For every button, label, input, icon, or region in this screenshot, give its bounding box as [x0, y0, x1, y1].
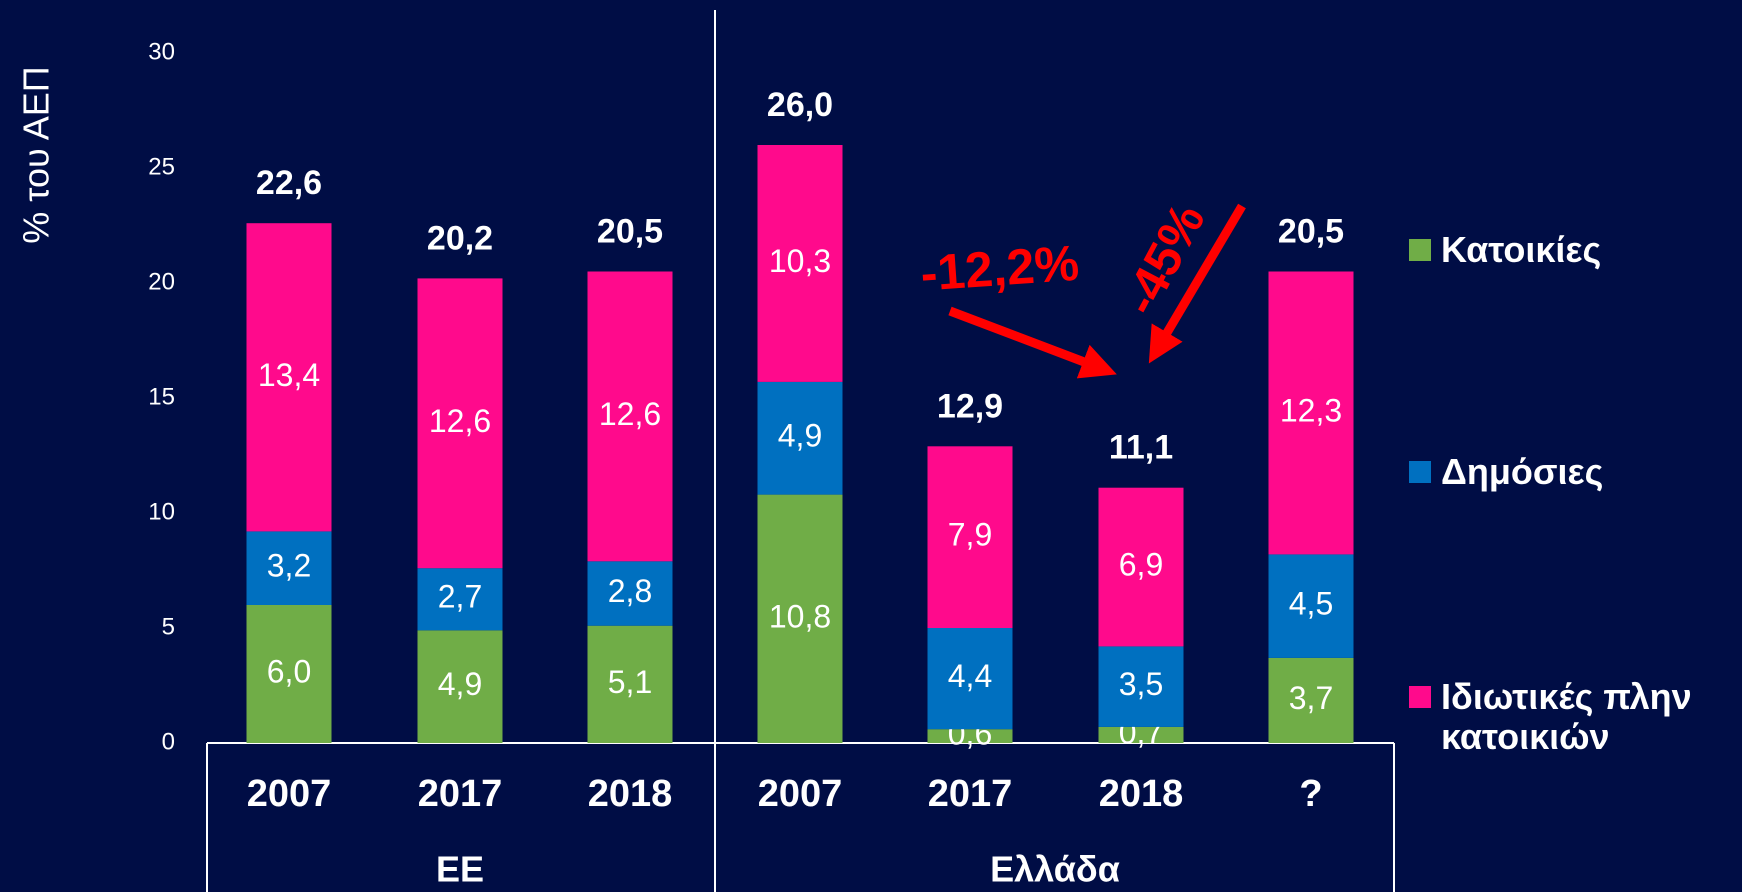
- value-label: 7,9: [948, 517, 992, 553]
- bar-segment: [246, 531, 332, 605]
- value-label: 3,7: [1289, 680, 1333, 716]
- bar-segment: [757, 145, 843, 382]
- annotation: -12,2%: [919, 235, 1081, 302]
- arrow: [1148, 203, 1246, 364]
- legend-item: Ιδιωτικές πλην κατοικιών: [1409, 677, 1736, 757]
- total-label: 20,5: [597, 212, 663, 250]
- bar-segment: [587, 271, 673, 562]
- bar-segment: [757, 494, 843, 743]
- legend-item: Δημόσιες: [1409, 452, 1736, 492]
- value-label: 12,6: [599, 396, 661, 432]
- arrow: [948, 306, 1117, 379]
- x-tick-label: 2007: [247, 773, 332, 815]
- y-tick-label: 0: [162, 728, 175, 755]
- bar-segment: [1098, 646, 1184, 727]
- legend-swatch: [1409, 461, 1431, 483]
- bar-segment: [587, 625, 673, 743]
- bar-segment: [1098, 726, 1184, 743]
- y-tick-label: 30: [148, 38, 175, 65]
- group-label: Ελλάδα: [990, 849, 1120, 890]
- bar-segment: [927, 628, 1013, 730]
- bar-segment: [927, 446, 1013, 628]
- total-label: 20,2: [427, 219, 493, 257]
- group-label: ΕΕ: [436, 849, 484, 890]
- value-label: 13,4: [258, 357, 320, 393]
- total-label: 11,1: [1109, 429, 1173, 467]
- bar-segment: [927, 729, 1013, 743]
- value-label: 3,5: [1119, 666, 1163, 702]
- total-label: 20,5: [1278, 212, 1344, 250]
- total-label: 26,0: [767, 86, 833, 124]
- y-tick-label: 20: [148, 268, 175, 295]
- value-label: 4,9: [438, 666, 482, 702]
- y-tick-label: 10: [148, 498, 175, 525]
- value-label: 6,9: [1119, 547, 1163, 583]
- value-label: 4,4: [948, 658, 992, 694]
- value-label: 12,6: [429, 403, 491, 439]
- value-label: 10,8: [769, 598, 831, 634]
- bar-segment: [1268, 657, 1354, 743]
- bar-segment: [417, 568, 503, 631]
- bar-segment: [246, 605, 332, 743]
- x-tick-label: 2018: [1099, 773, 1184, 815]
- y-tick-label: 25: [148, 153, 175, 180]
- bar-segment: [1268, 554, 1354, 658]
- bar-segment: [1268, 271, 1354, 555]
- x-tick-label: 2017: [418, 773, 503, 815]
- annotation: -45%: [1112, 195, 1216, 324]
- legend-label: Ιδιωτικές πλην κατοικιών: [1441, 676, 1692, 757]
- value-label: 5,1: [608, 664, 652, 700]
- x-tick-label: 2007: [758, 773, 843, 815]
- bar-segment: [587, 561, 673, 626]
- bar-segment: [1098, 487, 1184, 647]
- bar-segment: [417, 278, 503, 569]
- legend-item: Κατοικίες: [1409, 230, 1736, 270]
- legend: Κατοικίες Δημόσιες Ιδιωτικές πλην κατοικιώ…: [1409, 0, 1739, 892]
- legend-label: Κατοικίες: [1441, 229, 1602, 270]
- legend-swatch: [1409, 239, 1431, 261]
- x-tick-label: 2017: [928, 773, 1013, 815]
- x-tick-label: 2018: [588, 773, 673, 815]
- value-label: 4,9: [778, 418, 822, 454]
- value-label: 3,2: [267, 548, 311, 584]
- value-label: 2,8: [608, 573, 652, 609]
- x-tick-label: ?: [1299, 773, 1322, 815]
- y-axis-label: % του ΑΕΠ: [16, 66, 57, 243]
- bar-segment: [417, 630, 503, 743]
- bar-segment: [246, 223, 332, 532]
- y-tick-label: 5: [162, 613, 175, 640]
- value-label: 4,5: [1289, 586, 1333, 622]
- value-label: 2,7: [438, 579, 482, 615]
- y-tick-label: 15: [148, 383, 175, 410]
- value-label: 10,3: [769, 243, 831, 279]
- total-label: 12,9: [937, 387, 1003, 425]
- value-label: 12,3: [1280, 392, 1342, 428]
- value-label: 6,0: [267, 653, 311, 689]
- total-label: 22,6: [256, 164, 322, 202]
- legend-swatch: [1409, 686, 1431, 708]
- legend-label: Δημόσιες: [1441, 451, 1604, 492]
- bar-segment: [757, 381, 843, 495]
